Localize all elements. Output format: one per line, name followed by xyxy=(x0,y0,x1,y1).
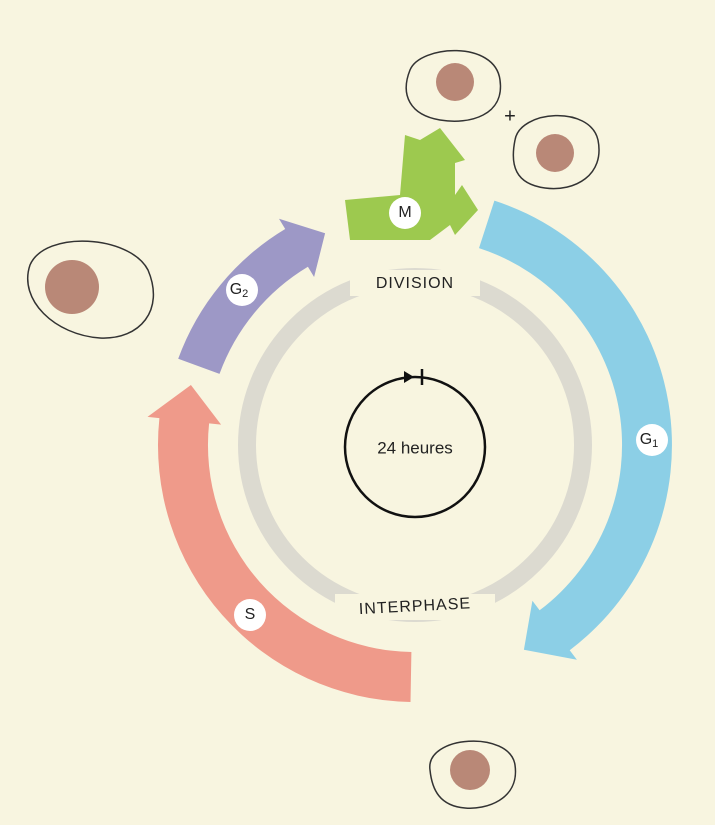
background xyxy=(0,0,715,825)
phase-letter: S xyxy=(245,606,256,623)
nucleus xyxy=(450,750,490,790)
plus-sign: + xyxy=(504,105,516,127)
phase-letter: G xyxy=(640,431,652,448)
phase-letter: G xyxy=(230,281,242,298)
phase-label: M xyxy=(398,204,411,221)
phase-label: S xyxy=(245,606,256,623)
phase-subscript: 1 xyxy=(652,438,658,450)
nucleus xyxy=(536,134,574,172)
nucleus xyxy=(436,63,474,101)
center-label: 24 heures xyxy=(377,438,453,457)
division-label: DIVISION xyxy=(376,275,454,292)
cell-cycle-diagram: DIVISION INTERPHASE 24 heures + MG1SG2 xyxy=(0,0,715,825)
page: DIVISION INTERPHASE 24 heures + MG1SG2 (… xyxy=(0,0,715,825)
phase-letter: M xyxy=(398,204,411,221)
nucleus xyxy=(45,260,99,314)
phase-subscript: 2 xyxy=(242,288,248,300)
